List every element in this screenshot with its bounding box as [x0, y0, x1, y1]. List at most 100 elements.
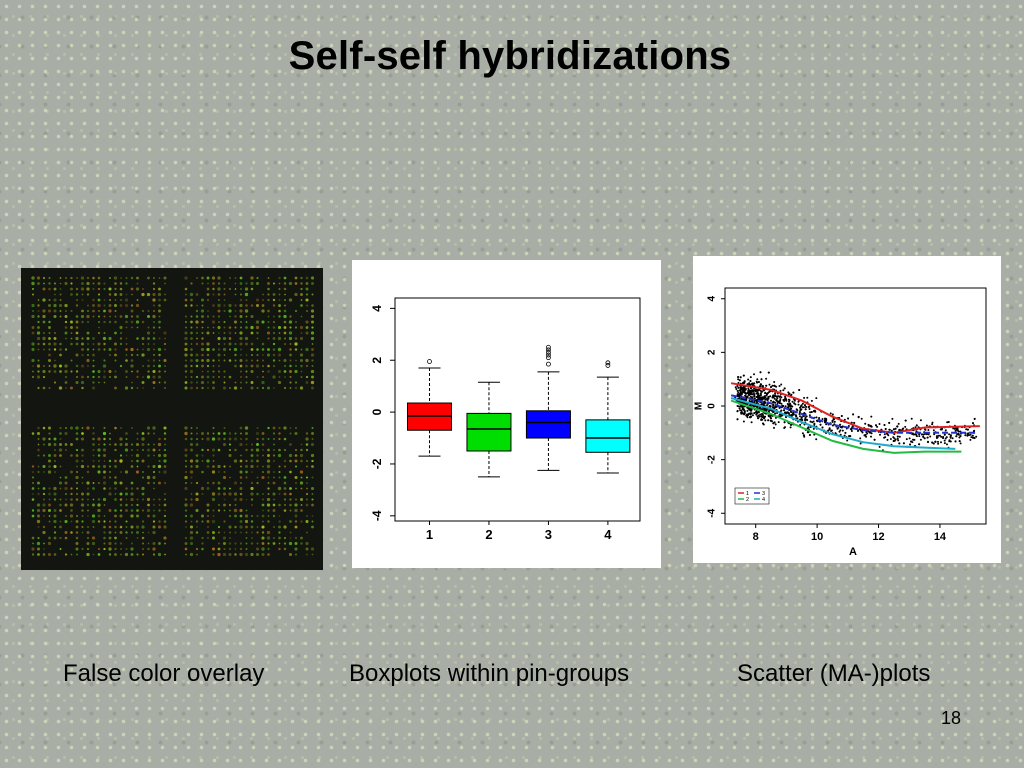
spot-grid-4	[184, 426, 315, 557]
ma-point	[767, 371, 770, 374]
ma-point	[775, 385, 778, 388]
ma-point	[764, 398, 767, 401]
ma-point	[801, 402, 804, 405]
ma-point	[940, 435, 943, 438]
ma-point	[780, 409, 783, 412]
ma-point	[811, 421, 814, 424]
ma-point	[772, 403, 775, 406]
ma-point	[809, 420, 812, 423]
ma-point	[905, 438, 908, 441]
ma-point	[790, 414, 793, 416]
box-body	[525, 410, 571, 439]
y-tick-label: 4	[707, 296, 718, 302]
ma-point	[865, 435, 868, 438]
ma-point	[841, 429, 844, 432]
ma-point	[799, 415, 801, 418]
ma-point	[810, 399, 813, 402]
ma-point	[833, 420, 836, 423]
ma-point	[892, 428, 895, 431]
ma-point	[918, 443, 921, 446]
ma-point	[783, 387, 786, 390]
ma-point	[806, 396, 809, 399]
ma-point	[783, 409, 785, 412]
legend-label-4: 4	[762, 497, 765, 503]
ma-point	[873, 438, 876, 441]
ma-point	[743, 380, 746, 383]
ma-point	[904, 425, 907, 428]
ma-point	[757, 381, 760, 383]
ma-point	[748, 394, 750, 396]
ma-point	[744, 394, 747, 397]
ma-point	[948, 440, 951, 443]
ma-point	[808, 405, 811, 408]
ma-point	[883, 424, 886, 426]
ma-point	[749, 395, 752, 398]
ma-point	[751, 414, 754, 417]
ma-point	[784, 405, 787, 408]
ma-point	[888, 428, 891, 431]
ma-point	[777, 421, 780, 424]
ma-point	[798, 389, 801, 391]
ma-point	[821, 418, 824, 420]
ma-point	[958, 436, 961, 439]
ma-point	[756, 412, 759, 414]
ma-point	[772, 401, 775, 404]
ma-point	[750, 421, 753, 424]
ma-point	[807, 426, 810, 429]
ma-point	[944, 437, 947, 440]
ma-point	[800, 417, 803, 419]
ma-point	[952, 427, 955, 430]
ma-point	[751, 389, 754, 392]
slide-title: Self-self hybridizations	[288, 34, 732, 78]
ma-point	[759, 413, 762, 416]
ma-point	[968, 434, 970, 437]
ma-point	[740, 388, 743, 391]
ma-point	[965, 428, 968, 431]
ma-point	[756, 381, 759, 384]
x-tick-label: 2	[485, 527, 492, 542]
ma-point	[943, 442, 946, 445]
outlier-point	[546, 352, 551, 358]
ma-point	[915, 424, 918, 427]
ma-point	[927, 440, 929, 443]
ma-point	[762, 389, 765, 392]
ma-points	[734, 371, 978, 452]
ma-point	[806, 419, 809, 421]
ma-point	[884, 436, 887, 439]
ma-point	[931, 421, 934, 424]
ma-point	[890, 429, 893, 432]
ma-point	[759, 392, 762, 395]
ma-point	[790, 407, 793, 410]
ma-point	[847, 425, 850, 427]
ma-point	[749, 412, 752, 415]
ma-point	[743, 410, 746, 413]
ma-point	[949, 434, 952, 437]
ma-point	[769, 395, 772, 398]
ma-point	[828, 428, 831, 431]
ma-point	[769, 405, 772, 408]
ma-point	[764, 415, 766, 418]
ma-point	[825, 417, 828, 420]
ma-point	[770, 386, 772, 388]
ma-point	[760, 418, 763, 421]
box-2	[466, 381, 512, 478]
x-tick-label: 1	[426, 527, 433, 542]
ma-point	[788, 399, 791, 402]
ma-point	[934, 440, 937, 443]
ma-point	[740, 409, 743, 412]
ma-point	[757, 417, 760, 420]
ma-point	[957, 433, 960, 436]
ma-point	[833, 418, 835, 421]
ma-point	[736, 418, 739, 421]
ma-point	[948, 433, 951, 436]
ma-point	[870, 432, 873, 435]
ma-point	[736, 385, 739, 388]
ma-point	[896, 425, 899, 428]
ma-point	[757, 411, 760, 414]
x-tick-label: 14	[934, 531, 947, 543]
ma-point	[782, 399, 785, 401]
ma-point	[738, 405, 740, 408]
ma-point	[803, 435, 806, 438]
ma-point	[860, 417, 863, 420]
ma-point	[767, 396, 770, 399]
